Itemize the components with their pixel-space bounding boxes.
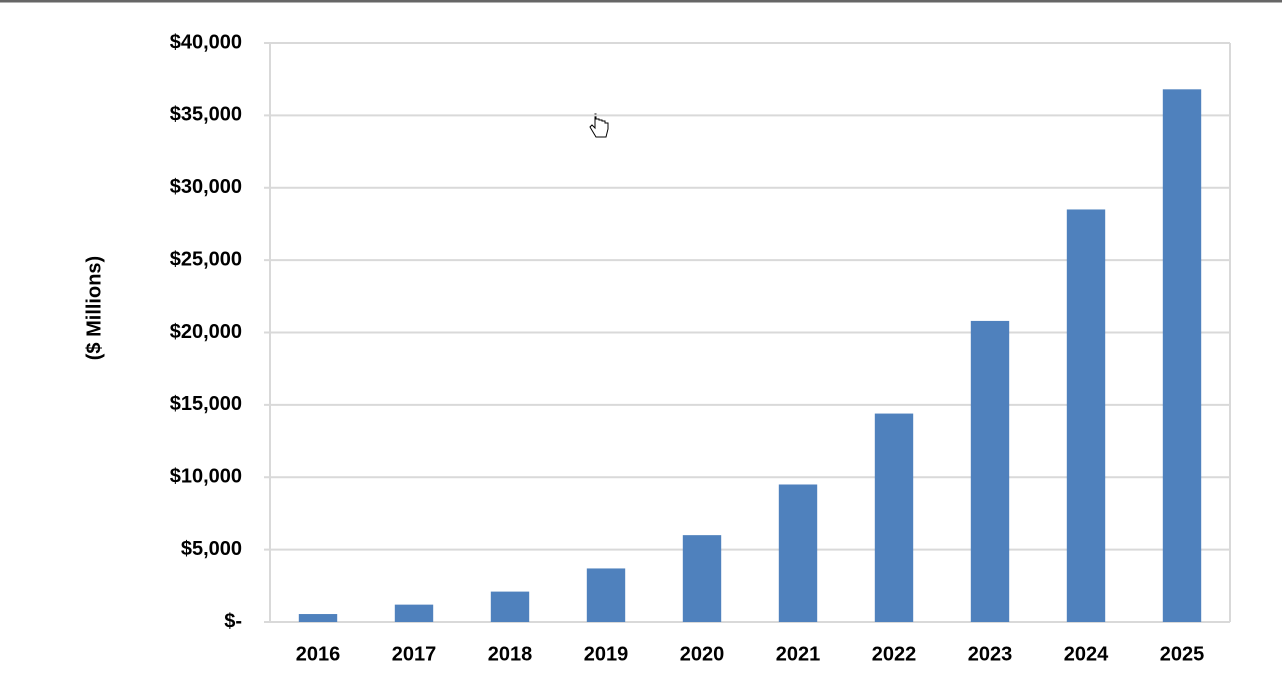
bar	[682, 535, 722, 622]
y-tick-label: $35,000	[170, 104, 242, 126]
x-tick-label: 2018	[488, 643, 533, 665]
x-tick-label: 2019	[584, 643, 629, 665]
bar	[1162, 89, 1202, 622]
y-tick-label: $30,000	[170, 176, 242, 198]
y-tick-label: $20,000	[170, 321, 242, 343]
bar	[586, 568, 626, 622]
x-tick-label: 2022	[872, 643, 917, 665]
y-tick-label: $10,000	[170, 466, 242, 488]
y-axis-label: ($ Millions)	[83, 256, 105, 360]
x-tick-label: 2025	[1160, 643, 1205, 665]
bar	[394, 604, 434, 622]
bar	[778, 484, 818, 622]
cursor	[589, 113, 609, 138]
y-tick-label: $25,000	[170, 248, 242, 270]
y-tick-label: $40,000	[170, 31, 242, 53]
x-tick-label: 2017	[392, 643, 437, 665]
bar	[298, 614, 338, 622]
bar	[874, 413, 914, 622]
bar	[490, 591, 530, 622]
y-tick-label: $-	[224, 610, 242, 632]
y-tick-label: $15,000	[170, 393, 242, 415]
x-tick-label: 2016	[296, 643, 341, 665]
x-tick-label: 2024	[1064, 643, 1109, 665]
x-tick-label: 2023	[968, 643, 1013, 665]
bar	[1066, 209, 1106, 622]
x-tick-label: 2021	[776, 643, 821, 665]
bar	[970, 320, 1010, 622]
x-tick-label: 2020	[680, 643, 725, 665]
y-tick-label: $5,000	[181, 538, 242, 560]
